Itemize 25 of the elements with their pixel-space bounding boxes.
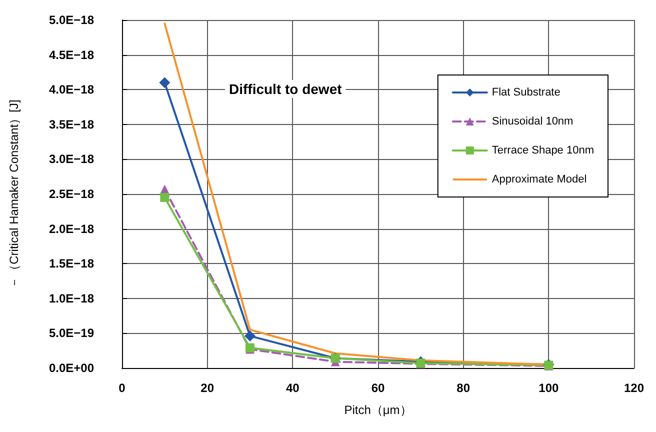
x-tick-label: 40 bbox=[286, 381, 300, 395]
x-tick-label: 60 bbox=[371, 381, 385, 395]
x-tick-label: 100 bbox=[538, 381, 559, 395]
y-tick-label: 2.5E−18 bbox=[48, 187, 94, 201]
y-tick-label: 0.0E+00 bbox=[48, 361, 94, 375]
y-tick-label: 1.5E−18 bbox=[48, 256, 94, 271]
y-tick-label: 5.0E−19 bbox=[48, 326, 94, 340]
y-tick-label: 1.0E−18 bbox=[48, 291, 94, 306]
y-tick-label: 3.0E−18 bbox=[48, 152, 94, 166]
y-tick-label: 2.0E−18 bbox=[48, 222, 94, 236]
x-axis-title: Pitch（μm） bbox=[344, 403, 412, 417]
x-tick-label: 120 bbox=[624, 381, 644, 395]
legend-label: Flat Substrate bbox=[492, 86, 560, 98]
legend-label: Approximate Model bbox=[492, 174, 587, 186]
x-tick-label: 0 bbox=[118, 381, 126, 395]
legend-label: Terrace Shape 10nm bbox=[492, 144, 594, 156]
y-axis-title: －（Critical Hamaker Constant）[J] bbox=[7, 100, 21, 288]
annotation: Difficult to dewet bbox=[229, 81, 342, 97]
x-tick-label: 80 bbox=[456, 381, 470, 395]
y-tick-label: 4.0E−18 bbox=[48, 82, 94, 97]
legend-label: Sinusoidal 10nm bbox=[492, 116, 574, 128]
y-tick-label: 3.5E−18 bbox=[48, 117, 94, 132]
y-tick-label: 4.5E−18 bbox=[48, 48, 94, 62]
x-tick-label: 20 bbox=[200, 381, 214, 395]
y-tick-label: 5.0E−18 bbox=[48, 13, 94, 27]
